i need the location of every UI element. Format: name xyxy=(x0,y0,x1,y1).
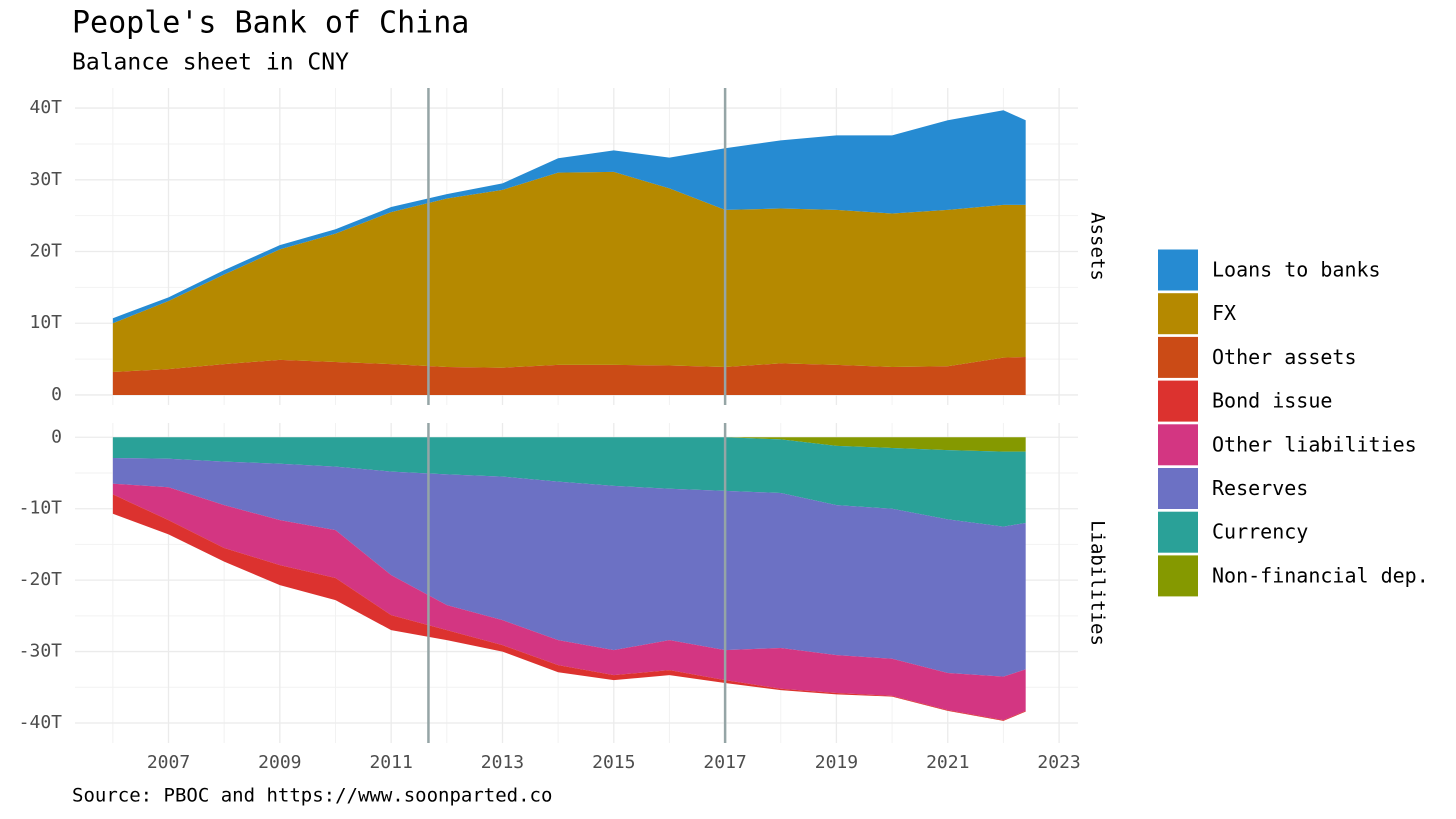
legend-label: Other assets xyxy=(1212,345,1357,369)
x-tick-label: 2013 xyxy=(481,752,524,773)
legend-key xyxy=(1158,293,1198,335)
legend-key xyxy=(1158,249,1198,291)
x-tick-label: 2023 xyxy=(1037,752,1080,773)
y-tick-label: -30T xyxy=(19,641,63,662)
y-tick-label: -20T xyxy=(19,569,63,590)
y-tick-label: 0 xyxy=(51,426,62,447)
legend-key xyxy=(1158,336,1198,378)
area xyxy=(112,171,1026,373)
y-tick-label: 0 xyxy=(51,384,62,405)
legend-key xyxy=(1158,424,1198,466)
facet-label: Liabilities xyxy=(1087,520,1109,646)
y-tick-label: 10T xyxy=(29,312,62,333)
area xyxy=(112,483,1026,721)
x-tick-label: 2021 xyxy=(926,752,969,773)
x-tick-label: 2011 xyxy=(369,752,412,773)
legend-label: Non-financial dep. xyxy=(1212,563,1429,587)
area xyxy=(112,437,1026,452)
y-tick-label: -40T xyxy=(19,712,63,733)
y-tick-label: 40T xyxy=(29,97,62,118)
panel xyxy=(75,423,1078,743)
x-tick-label: 2007 xyxy=(147,752,190,773)
y-tick-label: -10T xyxy=(19,498,63,519)
legend-label: Reserves xyxy=(1212,476,1308,500)
area xyxy=(112,458,1026,677)
x-tick-label: 2015 xyxy=(592,752,635,773)
legend-label: Other liabilities xyxy=(1212,432,1417,456)
area xyxy=(112,356,1026,395)
legend-key xyxy=(1158,511,1198,553)
chart-title: People's Bank of China xyxy=(72,6,469,41)
y-tick-label: 30T xyxy=(29,169,62,190)
legend-key xyxy=(1158,555,1198,597)
x-tick-label: 2009 xyxy=(258,752,301,773)
legend-label: Bond issue xyxy=(1212,389,1332,413)
legend-key xyxy=(1158,380,1198,422)
x-tick-label: 2017 xyxy=(703,752,746,773)
legend-label: FX xyxy=(1212,301,1236,325)
legend-label: Loans to banks xyxy=(1212,258,1381,282)
legend-key xyxy=(1158,468,1198,509)
area xyxy=(112,110,1026,324)
x-tick-label: 2019 xyxy=(815,752,858,773)
legend-label: Currency xyxy=(1212,520,1308,544)
panel xyxy=(75,88,1078,405)
caption: Source: PBOC and https://www.soonparted.… xyxy=(72,785,552,807)
facet-label: Assets xyxy=(1087,212,1109,281)
chart-subtitle: Balance sheet in CNY xyxy=(72,50,349,76)
y-tick-label: 20T xyxy=(29,241,62,262)
area xyxy=(112,437,1026,527)
